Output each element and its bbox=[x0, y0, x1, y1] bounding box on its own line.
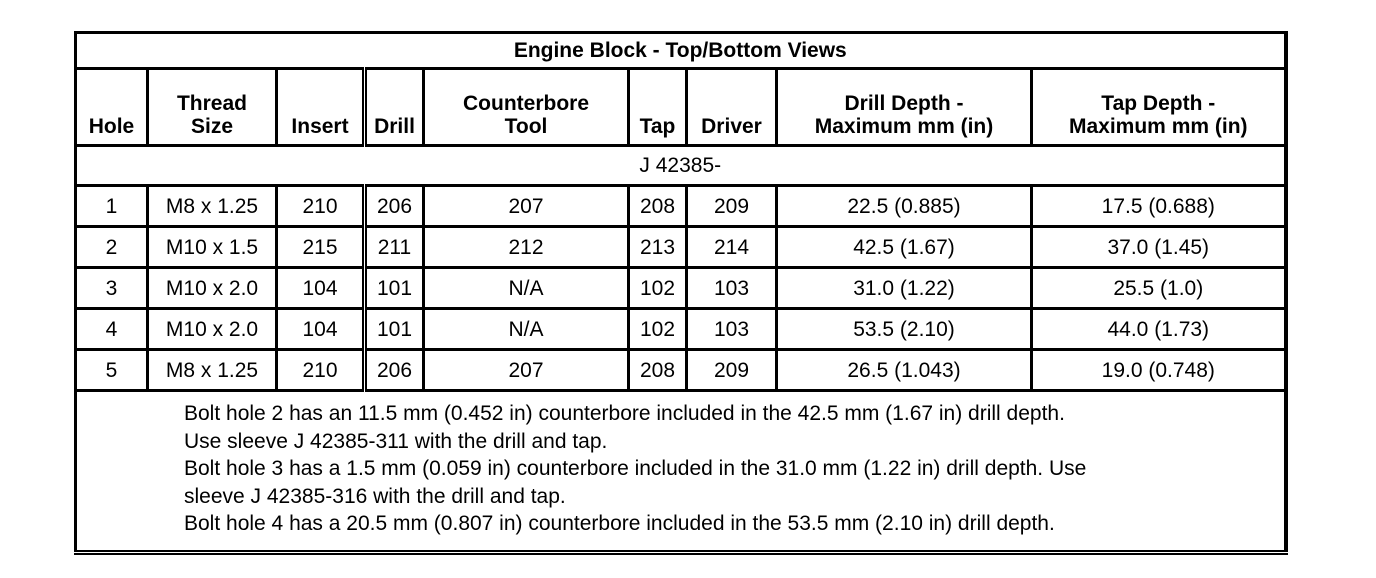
header-tap-depth: Tap Depth - Maximum mm (in) bbox=[1029, 67, 1288, 147]
cell-thread-size: M8 x 1.25 bbox=[146, 348, 278, 392]
cell-drill: 206 bbox=[363, 348, 425, 392]
cell-thread-size: M10 x 2.0 bbox=[146, 266, 278, 310]
note-line: Use sleeve J 42385-311 with the drill an… bbox=[184, 429, 608, 453]
table-row: 3 M10 x 2.0 104 101 N/A 102 103 31.0 (1.22) 25.5… bbox=[74, 266, 1288, 310]
cell-hole: 2 bbox=[74, 225, 149, 269]
header-text: Maximum mm (in) bbox=[1069, 115, 1248, 138]
cell-counterbore-tool: N/A bbox=[422, 266, 630, 310]
cell-drill-depth: 22.5 (0.885) bbox=[775, 184, 1033, 228]
cell-tap-depth: 25.5 (1.0) bbox=[1029, 266, 1288, 310]
header-thread-size: Thread Size bbox=[146, 67, 278, 147]
header-text: Maximum mm (in) bbox=[814, 115, 994, 138]
header-text: Tap bbox=[639, 115, 676, 138]
header-drill: Drill bbox=[363, 67, 425, 147]
cell-tap-depth: 19.0 (0.748) bbox=[1029, 348, 1288, 392]
cell-drill: 101 bbox=[363, 307, 425, 351]
notes: Bolt hole 2 has an 11.5 mm (0.452 in) co… bbox=[73, 389, 1288, 554]
table-row: 2 M10 x 1.5 215 211 212 213 214 42.5 (1.67) 37.0… bbox=[74, 225, 1288, 269]
table-row: 1 M8 x 1.25 210 206 207 208 209 22.5 (0.885) 17.… bbox=[74, 184, 1288, 228]
cell-drill: 206 bbox=[363, 184, 425, 228]
cell-thread-size: M8 x 1.25 bbox=[146, 184, 278, 228]
header-counterbore-tool: Counterbore Tool bbox=[422, 67, 630, 147]
cell-tap-depth: 44.0 (1.73) bbox=[1029, 307, 1288, 351]
cell-driver: 214 bbox=[685, 225, 778, 269]
cell-driver: 209 bbox=[685, 184, 778, 228]
cell-drill-depth: 42.5 (1.67) bbox=[775, 225, 1033, 269]
header-hole: Hole bbox=[74, 67, 149, 147]
cell-counterbore-tool: 207 bbox=[422, 348, 630, 392]
cell-hole: 4 bbox=[74, 307, 149, 351]
cell-tap: 213 bbox=[627, 225, 688, 269]
note-line: Bolt hole 3 has a 1.5 mm (0.059 in) coun… bbox=[184, 457, 1087, 480]
header-text: Drill Depth - bbox=[844, 92, 964, 115]
header-text: Size bbox=[190, 115, 234, 138]
header-driver: Driver bbox=[685, 67, 778, 147]
cell-tap: 102 bbox=[627, 307, 688, 351]
header-text: Counterbore bbox=[463, 92, 589, 115]
cell-hole: 3 bbox=[74, 266, 149, 310]
cell-driver: 103 bbox=[685, 307, 778, 351]
header-drill-depth: Drill Depth - Maximum mm (in) bbox=[775, 67, 1033, 147]
cell-thread-size: M10 x 2.0 bbox=[146, 307, 278, 351]
cell-drill-depth: 31.0 (1.22) bbox=[775, 266, 1033, 310]
cell-hole: 1 bbox=[74, 184, 149, 228]
cell-drill-depth: 26.5 (1.043) bbox=[775, 348, 1033, 392]
cell-tap: 208 bbox=[627, 184, 688, 228]
engine-block-tool-table: Engine Block - Top/Bottom Views Hole Thre… bbox=[73, 31, 1288, 555]
note-line: Bolt hole 2 has an 11.5 mm (0.452 in) co… bbox=[184, 402, 1065, 425]
cell-driver: 103 bbox=[685, 266, 778, 310]
cell-insert: 104 bbox=[275, 266, 367, 310]
cell-hole: 5 bbox=[74, 348, 149, 392]
cell-drill: 101 bbox=[363, 266, 425, 310]
header-text: Drill bbox=[374, 115, 415, 138]
header-text: Thread bbox=[176, 92, 247, 115]
cell-counterbore-tool: N/A bbox=[422, 307, 630, 351]
cell-insert: 210 bbox=[275, 184, 367, 228]
header-text: Hole bbox=[88, 115, 135, 138]
cell-insert: 215 bbox=[275, 225, 367, 269]
header-text: Driver bbox=[701, 115, 762, 138]
cell-thread-size: M10 x 1.5 bbox=[146, 225, 278, 269]
cell-insert: 104 bbox=[275, 307, 367, 351]
table-row: 4 M10 x 2.0 104 101 N/A 102 103 53.5 (2.10) 44.0… bbox=[74, 307, 1288, 351]
cell-drill: 211 bbox=[363, 225, 425, 269]
note-line: Bolt hole 4 has a 20.5 mm (0.807 in) cou… bbox=[184, 512, 1055, 535]
note-line: sleeve J 42385-316 with the drill and ta… bbox=[184, 484, 566, 508]
header-insert: Insert bbox=[275, 67, 367, 147]
header-row: Hole Thread Size Insert Drill Counterbore Tool… bbox=[74, 67, 1288, 147]
cell-driver: 209 bbox=[685, 348, 778, 392]
tool-prefix: J 42385- bbox=[73, 144, 1288, 187]
header-tap: Tap bbox=[627, 67, 688, 147]
cell-counterbore-tool: 207 bbox=[422, 184, 630, 228]
cell-insert: 210 bbox=[275, 348, 367, 392]
cell-counterbore-tool: 212 bbox=[422, 225, 630, 269]
header-text: Tool bbox=[504, 115, 548, 138]
header-text: Insert bbox=[291, 115, 349, 138]
cell-tap-depth: 17.5 (0.688) bbox=[1029, 184, 1288, 228]
table-title: Engine Block - Top/Bottom Views bbox=[73, 31, 1288, 70]
header-text: Tap Depth - bbox=[1101, 92, 1216, 115]
table-row: 5 M8 x 1.25 210 206 207 208 209 26.5 (1.043) 19.… bbox=[74, 348, 1288, 392]
cell-tap: 208 bbox=[627, 348, 688, 392]
cell-tap-depth: 37.0 (1.45) bbox=[1029, 225, 1288, 269]
cell-tap: 102 bbox=[627, 266, 688, 310]
cell-drill-depth: 53.5 (2.10) bbox=[775, 307, 1033, 351]
